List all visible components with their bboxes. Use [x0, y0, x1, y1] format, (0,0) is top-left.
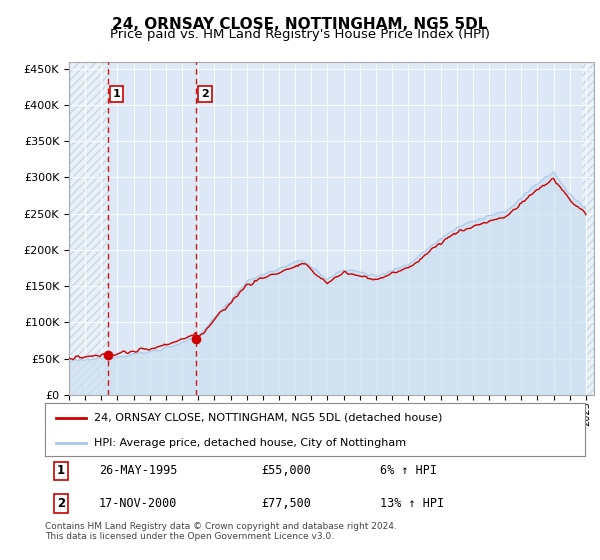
Text: 26-MAY-1995: 26-MAY-1995: [99, 464, 178, 478]
Bar: [582, 62, 594, 395]
Text: £77,500: £77,500: [261, 497, 311, 510]
Bar: [69, 62, 107, 395]
Text: 1: 1: [57, 464, 65, 478]
Text: 13% ↑ HPI: 13% ↑ HPI: [380, 497, 444, 510]
Bar: [69, 62, 107, 395]
Text: 2: 2: [57, 497, 65, 510]
Text: £55,000: £55,000: [261, 464, 311, 478]
Text: 1: 1: [112, 89, 120, 99]
Text: 24, ORNSAY CLOSE, NOTTINGHAM, NG5 5DL: 24, ORNSAY CLOSE, NOTTINGHAM, NG5 5DL: [112, 17, 488, 32]
Text: Contains HM Land Registry data © Crown copyright and database right 2024.
This d: Contains HM Land Registry data © Crown c…: [45, 522, 397, 542]
Text: 24, ORNSAY CLOSE, NOTTINGHAM, NG5 5DL (detached house): 24, ORNSAY CLOSE, NOTTINGHAM, NG5 5DL (d…: [94, 413, 442, 423]
Text: Price paid vs. HM Land Registry's House Price Index (HPI): Price paid vs. HM Land Registry's House …: [110, 28, 490, 41]
Text: 6% ↑ HPI: 6% ↑ HPI: [380, 464, 437, 478]
Bar: [69, 62, 107, 395]
Text: 2: 2: [201, 89, 209, 99]
Text: HPI: Average price, detached house, City of Nottingham: HPI: Average price, detached house, City…: [94, 438, 406, 448]
Text: 17-NOV-2000: 17-NOV-2000: [99, 497, 178, 510]
Bar: [582, 62, 594, 395]
